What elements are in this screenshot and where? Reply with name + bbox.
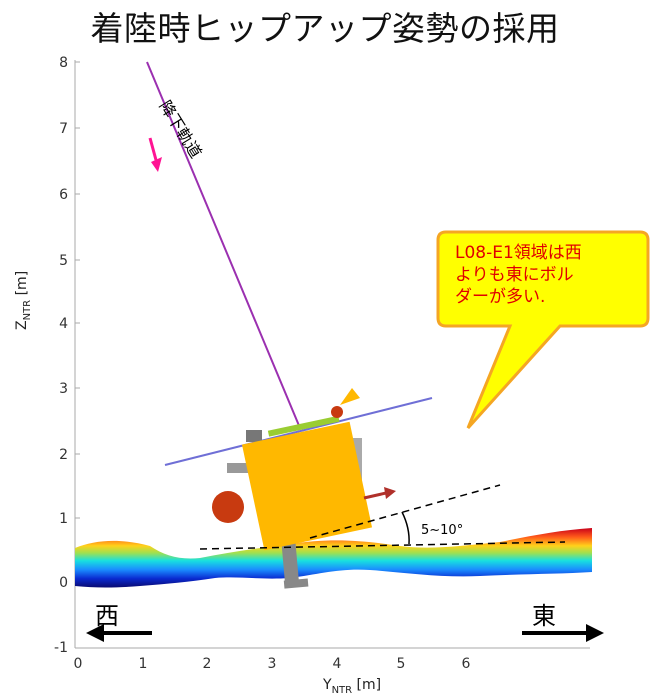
angle-label: 5~10° (421, 523, 464, 538)
y-tick-label: 3 (59, 381, 68, 397)
west-label: 西 (95, 602, 119, 630)
descent-direction-arrow (148, 137, 162, 172)
y-tick-label: 4 (59, 316, 68, 332)
y-tick-label: 8 (59, 55, 68, 71)
callout-line: L08-E1領域は西 (455, 243, 582, 263)
callout-text: L08-E1領域は西 よりも東にボル ダーが多い. (455, 242, 645, 308)
x-tick-label: 5 (397, 656, 406, 672)
east-arrow (522, 624, 604, 642)
x-tick-label: 1 (139, 656, 148, 672)
page-title: 着陸時ヒップアップ姿勢の採用 (90, 9, 560, 48)
west-arrow (86, 624, 152, 642)
callout-line: よりも東にボル (455, 265, 574, 285)
x-tick-label: 4 (333, 656, 342, 672)
spacecraft (212, 388, 396, 589)
x-tick-label: 0 (74, 656, 83, 672)
x-tick-label: 2 (203, 656, 212, 672)
velocity-arrow (363, 487, 396, 500)
descent-trajectory (146, 61, 301, 429)
east-label: 東 (532, 602, 556, 630)
y-ticks (75, 61, 80, 583)
y-tick-label: -1 (54, 640, 68, 656)
y-tick-label: 7 (59, 121, 68, 137)
x-axis-label: YNTR [m] (323, 677, 382, 696)
callout-line: ダーが多い. (455, 287, 546, 307)
solar-panel (267, 415, 340, 437)
sampler-horn (281, 539, 309, 589)
y-tick-label: 6 (59, 187, 68, 203)
spacecraft-body (241, 421, 373, 551)
angle-arc (401, 511, 410, 545)
y-tick-label: 0 (59, 575, 68, 591)
y-tick-label: 1 (59, 511, 68, 527)
y-axis-label: ZNTR [m] (14, 270, 33, 330)
attitude-line (164, 397, 433, 466)
terrain-map (75, 528, 592, 588)
antenna-dish (212, 491, 244, 523)
x-tick-label: 6 (462, 656, 471, 672)
callout-bubble (436, 230, 650, 430)
slope-lines (199, 484, 566, 550)
y-tick-label: 5 (59, 253, 68, 269)
y-tick-label: 2 (59, 447, 68, 463)
x-tick-label: 3 (268, 656, 277, 672)
